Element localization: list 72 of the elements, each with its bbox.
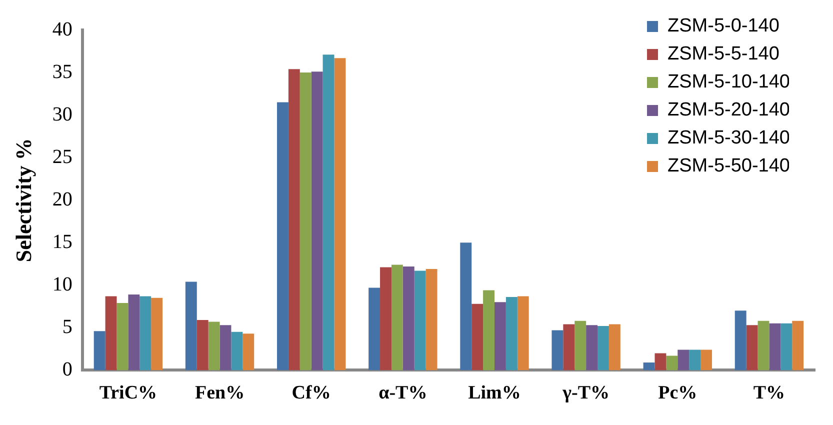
legend-label: ZSM-5-10-140 <box>668 72 790 93</box>
y-axis-title: Selectivity % <box>10 138 36 262</box>
y-tick-label: 0 <box>62 358 72 380</box>
bar <box>494 302 506 370</box>
bar <box>288 69 300 370</box>
bar <box>334 58 346 370</box>
bar <box>506 297 518 370</box>
bar <box>242 334 254 370</box>
legend-label: ZSM-5-50-140 <box>668 156 790 177</box>
bar <box>220 325 232 370</box>
y-tick-label: 20 <box>52 188 72 210</box>
bar <box>380 267 392 370</box>
y-tick-label: 40 <box>52 18 72 40</box>
bar <box>94 331 106 370</box>
bar <box>231 332 243 370</box>
bar <box>322 54 334 370</box>
bar <box>105 296 117 370</box>
y-tick-label: 5 <box>62 316 72 338</box>
bar <box>300 72 312 370</box>
x-tick-label: Pc% <box>658 382 698 404</box>
x-tick-label: TriC% <box>99 382 158 404</box>
bar <box>128 294 140 370</box>
bar <box>460 242 472 370</box>
bar <box>391 264 403 370</box>
bar <box>780 323 792 370</box>
x-tick-label: α-T% <box>378 382 428 404</box>
legend-label: ZSM-5-5-140 <box>668 44 780 65</box>
bar <box>552 330 564 370</box>
bar <box>574 320 586 370</box>
bar <box>311 72 323 370</box>
y-tick-label: 15 <box>52 230 72 253</box>
bar <box>608 324 620 370</box>
bar <box>426 268 438 370</box>
bar <box>769 323 781 370</box>
bar <box>368 288 380 370</box>
y-tick-label: 30 <box>52 103 72 126</box>
bar <box>517 296 529 370</box>
x-tick-label: T% <box>753 382 786 404</box>
bar <box>700 350 712 370</box>
y-tick-label: 10 <box>52 273 72 296</box>
bar <box>666 356 678 370</box>
bar <box>208 322 220 370</box>
bar <box>746 325 758 370</box>
bar <box>563 324 575 370</box>
bar <box>151 298 163 370</box>
bar <box>276 102 288 370</box>
bar <box>598 326 609 370</box>
legend-label: ZSM-5-0-140 <box>668 16 780 37</box>
bar <box>678 350 690 370</box>
x-tick-label: Cf% <box>292 382 331 404</box>
legend-label: ZSM-5-20-140 <box>668 100 790 121</box>
bar <box>472 304 484 370</box>
bar <box>758 320 770 370</box>
legend-label: ZSM-5-30-140 <box>668 128 790 149</box>
y-tick-label: 35 <box>52 60 72 83</box>
bar <box>734 310 746 370</box>
bar <box>140 296 152 370</box>
x-tick-label: Lim% <box>468 382 521 404</box>
bar <box>654 353 666 370</box>
bar <box>185 282 197 370</box>
bar <box>792 320 804 370</box>
bar <box>483 290 494 370</box>
bar <box>643 362 655 370</box>
bar <box>402 266 414 370</box>
bar <box>689 350 701 370</box>
bar <box>586 325 598 370</box>
x-tick-label: γ-T% <box>562 382 610 404</box>
x-tick-label: Fen% <box>194 382 245 404</box>
bar <box>414 270 426 370</box>
y-tick-label: 25 <box>52 146 72 168</box>
bar <box>116 303 128 370</box>
bar <box>196 320 208 370</box>
